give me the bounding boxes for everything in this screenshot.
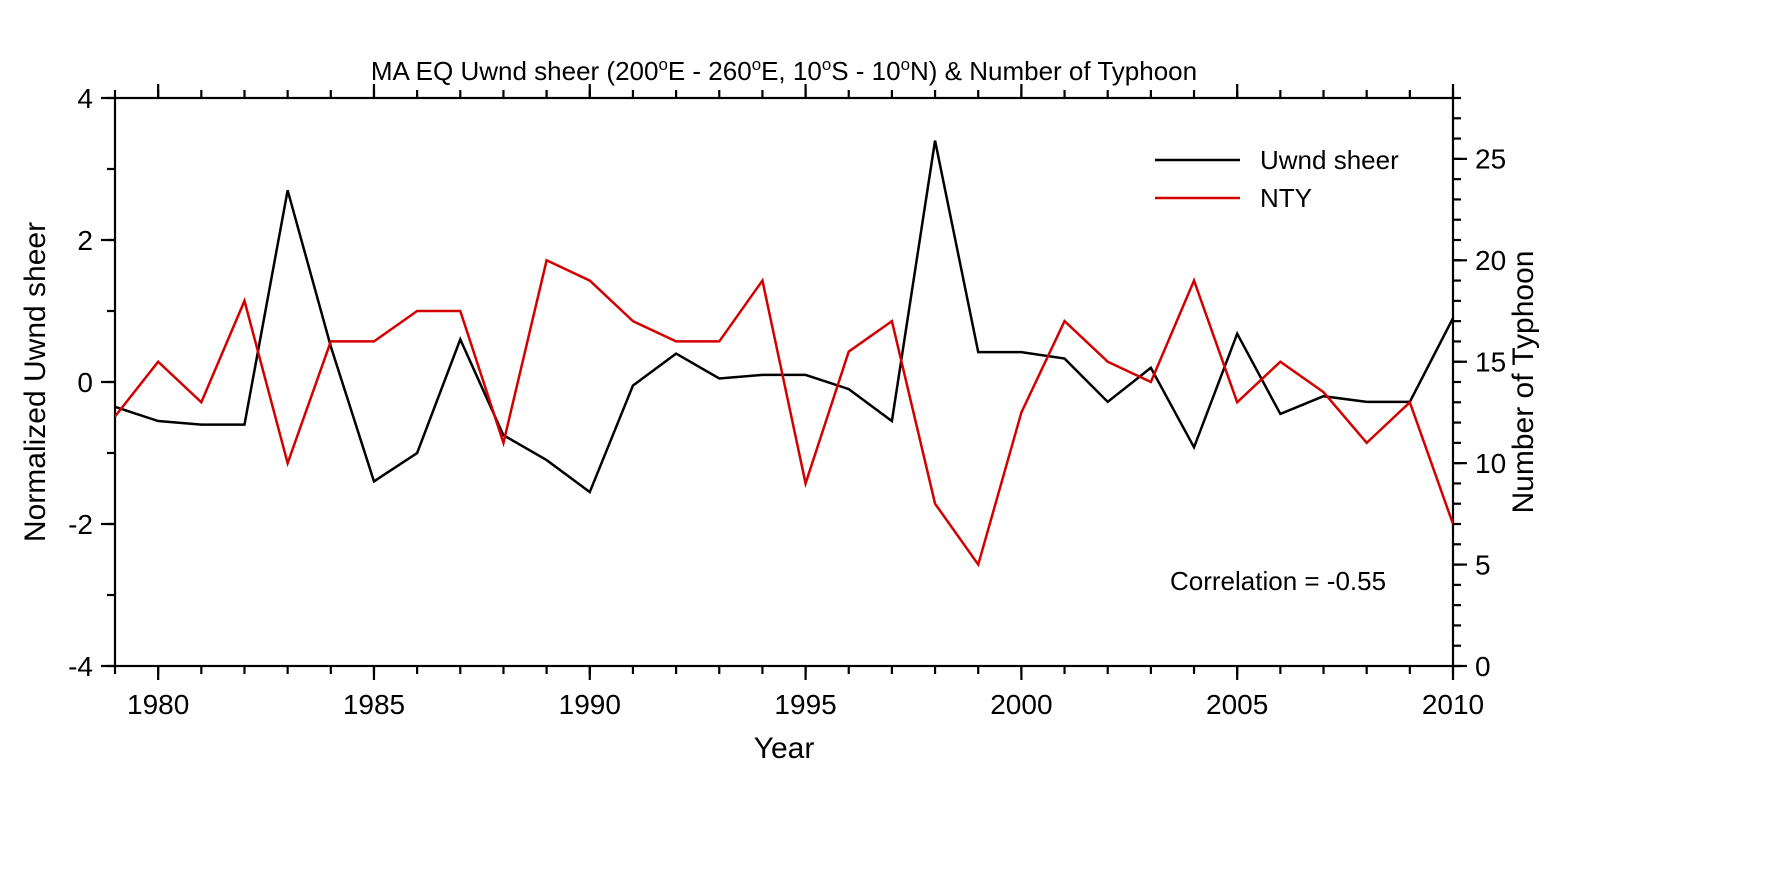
series-line-0 — [115, 141, 1453, 492]
legend-label: Uwnd sheer — [1260, 145, 1399, 175]
y-left-axis-label: Normalized Uwnd sheer — [19, 222, 52, 542]
y-right-tick-label: 25 — [1475, 144, 1506, 175]
y-right-tick-label: 0 — [1475, 651, 1491, 682]
x-tick-label: 2010 — [1422, 689, 1484, 720]
x-tick-label: 1990 — [559, 689, 621, 720]
chart-container: { "chart": { "type": "line", "title_pref… — [0, 0, 1771, 886]
y-right-axis-label: Number of Typhoon — [1507, 251, 1540, 514]
chart-title: MA EQ Uwnd sheer (200oE - 260oE, 10oS - … — [371, 55, 1197, 86]
x-tick-label: 2005 — [1206, 689, 1268, 720]
x-tick-label: 1995 — [774, 689, 836, 720]
y-left-tick-label: -4 — [68, 651, 93, 682]
y-left-tick-label: 4 — [77, 83, 93, 114]
line-chart: MA EQ Uwnd sheer (200oE - 260oE, 10oS - … — [0, 0, 1771, 886]
y-right-tick-label: 10 — [1475, 448, 1506, 479]
y-right-tick-label: 20 — [1475, 245, 1506, 276]
correlation-annotation: Correlation = -0.55 — [1170, 566, 1386, 596]
y-right-tick-label: 5 — [1475, 549, 1491, 580]
x-tick-label: 1980 — [127, 689, 189, 720]
y-left-tick-label: 2 — [77, 225, 93, 256]
legend-label: NTY — [1260, 183, 1312, 213]
x-axis-label: Year — [754, 732, 815, 765]
y-left-tick-label: 0 — [77, 367, 93, 398]
y-left-tick-label: -2 — [68, 509, 93, 540]
y-right-tick-label: 15 — [1475, 347, 1506, 378]
series-line-1 — [115, 260, 1453, 564]
x-tick-label: 1985 — [343, 689, 405, 720]
x-tick-label: 2000 — [990, 689, 1052, 720]
